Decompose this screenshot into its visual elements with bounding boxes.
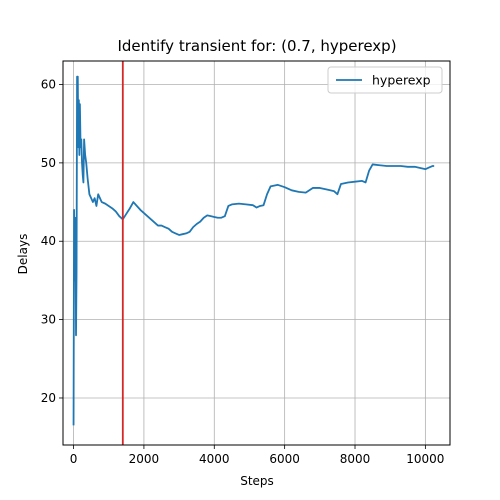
series-layer bbox=[72, 75, 435, 426]
x-tick-label: 4000 bbox=[199, 452, 230, 466]
x-axis-label: Steps bbox=[240, 474, 274, 488]
chart-title: Identify transient for: (0.7, hyperexp) bbox=[117, 37, 396, 55]
y-tick-label: 60 bbox=[41, 78, 56, 92]
y-tick-label: 30 bbox=[41, 313, 56, 327]
series-line-hyperexp bbox=[72, 75, 435, 426]
legend: hyperexp bbox=[327, 66, 443, 94]
x-tick-label: 8000 bbox=[340, 452, 371, 466]
y-tick-label: 20 bbox=[41, 391, 56, 405]
x-tick-label: 0 bbox=[70, 452, 78, 466]
x-tick-label: 2000 bbox=[129, 452, 160, 466]
y-axis-label: Delays bbox=[16, 234, 30, 275]
axis-ticks: 0 2000 4000 6000 8000 10000 20 30 40 50 60 bbox=[41, 78, 445, 466]
x-tick-label: 10000 bbox=[406, 452, 444, 466]
legend-label: hyperexp bbox=[372, 73, 431, 88]
legend-box bbox=[327, 66, 443, 94]
y-tick-label: 40 bbox=[41, 234, 56, 248]
y-tick-label: 50 bbox=[41, 156, 56, 170]
x-tick-label: 6000 bbox=[269, 452, 300, 466]
plot-area bbox=[63, 61, 450, 445]
plot-frame bbox=[62, 60, 451, 446]
